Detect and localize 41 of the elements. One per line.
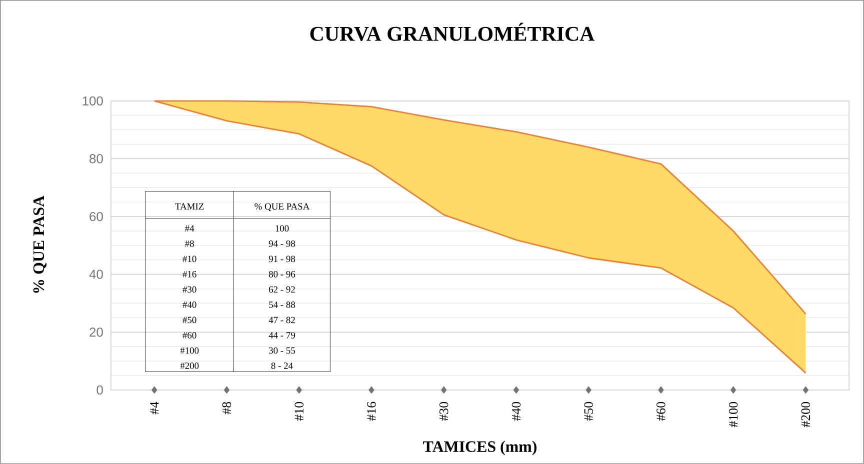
x-tick-label: #4 <box>150 402 159 414</box>
x-tick-label: #200 <box>801 402 810 428</box>
y-tick-label: 40 <box>89 270 103 279</box>
y-axis-title: % QUE PASA <box>33 196 47 293</box>
annotation: #100 <box>180 347 199 354</box>
annotation: #30 <box>182 286 196 293</box>
x-axis-title: TAMICES (mm) <box>423 440 536 456</box>
annotation: #10 <box>182 256 196 262</box>
y-tick-label: 100 <box>82 96 103 106</box>
x-tick-label: #100 <box>728 402 738 428</box>
y-tick-label: 60 <box>90 212 103 222</box>
y-tick-label: 0 <box>96 385 103 395</box>
annotation: 30 - 55 <box>269 347 295 354</box>
annotation: 100 <box>276 225 289 232</box>
x-tick-label: #8 <box>222 402 232 414</box>
annotation: 94 - 98 <box>268 240 296 247</box>
annotation: #50 <box>182 316 196 324</box>
annotation: #60 <box>182 332 196 338</box>
annotation: 54 - 88 <box>269 302 296 308</box>
x-tick-label: #40 <box>512 402 521 421</box>
annotation: #8 <box>184 240 194 247</box>
chart-title: CURVA GRANULOMÉTRICA <box>310 22 595 42</box>
annotation: #200 <box>180 362 199 370</box>
annotation: % QUE PASA <box>254 203 310 212</box>
x-tick-label: #30 <box>439 402 448 421</box>
x-tick-label: #60 <box>656 402 666 421</box>
annotation: 62 - 92 <box>268 286 295 293</box>
annotation: #4 <box>184 225 194 232</box>
annotation: TAMIZ <box>175 203 204 210</box>
annotation: 8 - 24 <box>271 362 293 370</box>
annotation: 44 - 79 <box>268 332 295 338</box>
annotation: #40 <box>182 302 196 308</box>
x-tick-label: #10 <box>294 402 304 421</box>
annotation: 80 - 96 <box>268 271 296 278</box>
annotation: 91 - 98 <box>268 256 296 262</box>
annotation: 47 - 82 <box>268 316 295 324</box>
annotation: #16 <box>182 271 196 278</box>
x-tick-label: #50 <box>584 402 593 421</box>
y-tick-label: 20 <box>90 328 103 337</box>
y-tick-label: 80 <box>90 154 103 164</box>
x-tick-label: #16 <box>367 402 376 421</box>
